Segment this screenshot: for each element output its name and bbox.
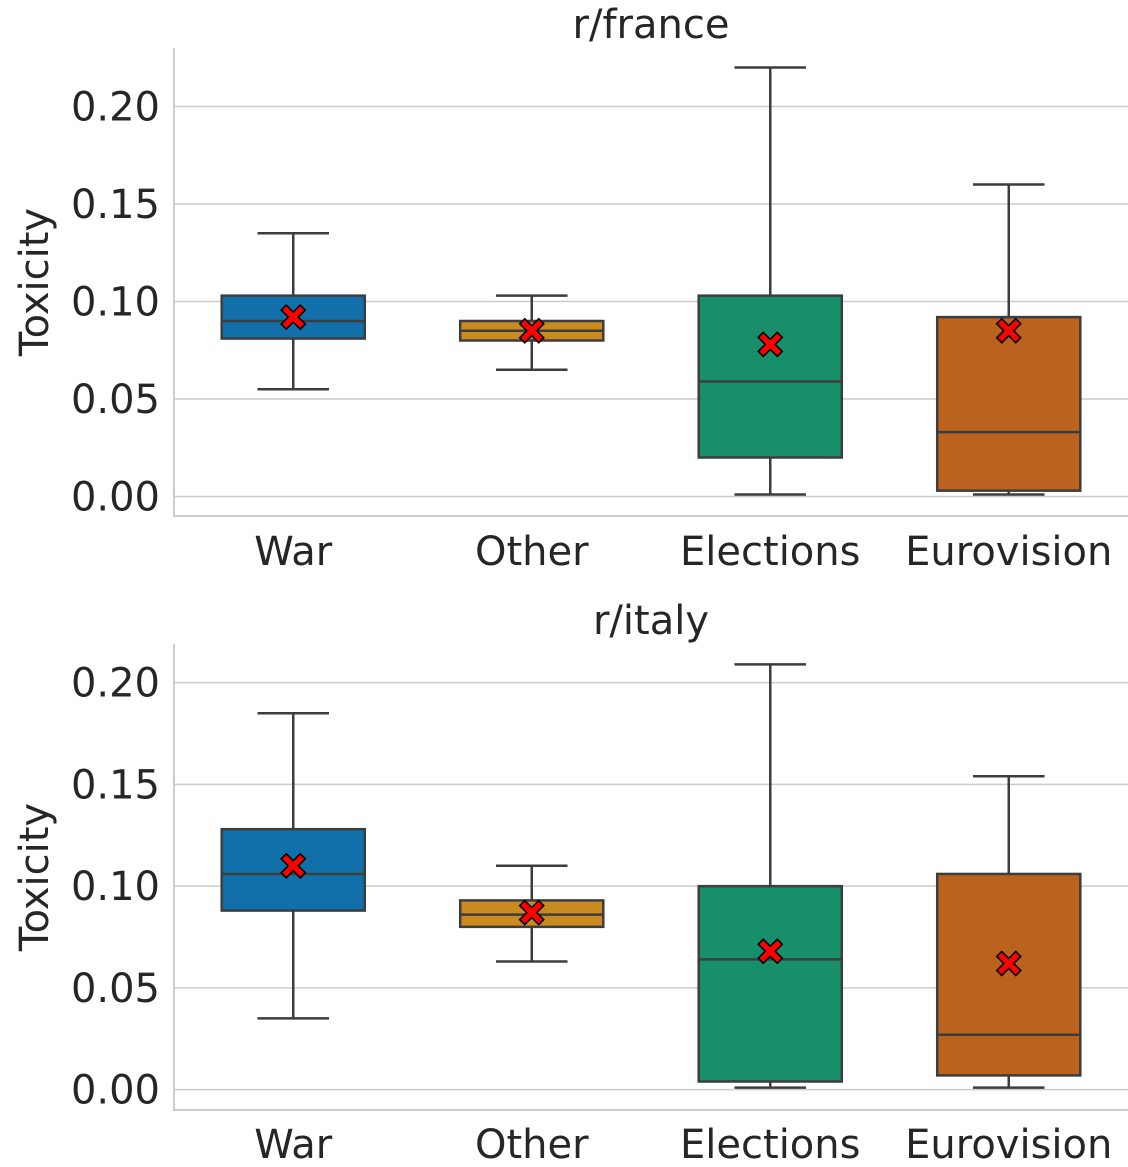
x-tick-label: Elections: [680, 529, 860, 575]
y-axis-label: Toxicity: [12, 803, 58, 952]
y-tick-label: 0.00: [71, 475, 160, 521]
mean-marker: [518, 899, 545, 926]
y-tick-label: 0.10: [71, 280, 160, 326]
x-tick-label: Elections: [680, 1122, 860, 1167]
x-tick-label: Eurovision: [905, 1122, 1112, 1167]
chart-title: r/italy: [593, 598, 709, 644]
axis-spine: [173, 644, 1128, 1111]
iqr-box: [697, 294, 844, 459]
y-tick-label: 0.00: [71, 1068, 160, 1114]
mean-marker: [518, 317, 545, 344]
y-tick-label: 0.15: [71, 762, 160, 808]
mean-marker: [995, 317, 1022, 344]
chart-title: r/france: [573, 2, 730, 48]
x-tick-label: War: [254, 1122, 333, 1167]
y-tick-label: 0.20: [71, 661, 160, 707]
mean-marker: [280, 852, 307, 879]
x-tick-label: Other: [475, 529, 589, 575]
iqr-box: [935, 872, 1082, 1077]
mean-marker: [280, 303, 307, 331]
mean-marker: [757, 938, 784, 965]
box-other: [458, 864, 605, 963]
iqr-box: [697, 884, 844, 1083]
y-tick-label: 0.15: [71, 182, 160, 228]
box-war: [220, 232, 367, 391]
chart-panel-italy: 0.00 0.05 0.10 0.15 0.20 r/italy Toxicity War Ot…: [12, 598, 1128, 1167]
x-tick-label: Other: [475, 1122, 589, 1167]
y-tick-label: 0.05: [71, 966, 160, 1012]
chart-panel-france: 0.00 0.05 0.10 0.15 0.20 r/france Toxicity War O…: [12, 2, 1128, 575]
box-war: [220, 711, 367, 1020]
box-elections: [697, 663, 844, 1089]
box-eurovision: [935, 183, 1082, 496]
box-other: [458, 294, 605, 371]
y-tick-label: 0.20: [71, 85, 160, 131]
y-tick-label: 0.10: [71, 864, 160, 910]
axis-spine: [173, 48, 1128, 517]
x-tick-label: Eurovision: [905, 529, 1112, 575]
box-elections: [697, 66, 844, 496]
iqr-box: [935, 315, 1082, 492]
x-tick-label: War: [254, 529, 333, 575]
box-eurovision: [935, 775, 1082, 1089]
mean-marker: [757, 331, 784, 358]
y-tick-label: 0.05: [71, 377, 160, 423]
y-axis-label: Toxicity: [12, 208, 58, 357]
mean-marker: [995, 950, 1022, 977]
